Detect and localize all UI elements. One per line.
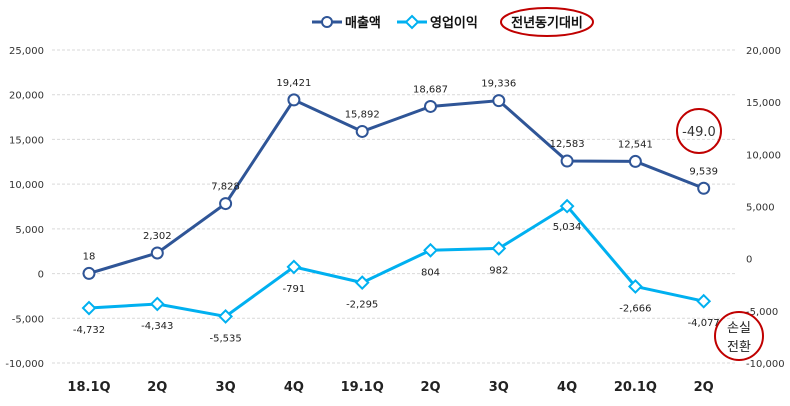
right-tick-label: -10,000 — [746, 359, 785, 370]
category-label: 18.1Q — [67, 380, 110, 395]
data-label-sales: 12,583 — [550, 139, 585, 150]
data-point-sales — [150, 246, 164, 260]
right-tick-label: 0 — [746, 255, 752, 266]
data-label-operating-profit: -2,295 — [346, 300, 378, 311]
series-line-operating-profit — [88, 204, 705, 319]
data-point-operating-profit — [354, 275, 370, 291]
loss-turn-line2: 전환 — [727, 340, 751, 355]
data-point-operating-profit — [491, 241, 507, 256]
data-point-operating-profit — [423, 242, 438, 258]
data-point-sales — [424, 99, 437, 113]
data-label-operating-profit: -4,732 — [73, 325, 105, 336]
left-axis: 25,000 20,000 15,000 10,000 5,000 0 -5,000 -10,… — [5, 46, 44, 370]
data-label-sales: 19,421 — [276, 78, 311, 89]
data-point-sales — [219, 197, 233, 211]
data-label-operating-profit: 5,034 — [553, 222, 582, 233]
left-tick-label: 5,000 — [15, 225, 44, 236]
category-label: 2Q — [147, 380, 167, 395]
data-label-operating-profit: 804 — [421, 267, 440, 278]
data-label-operating-profit: -4,343 — [141, 321, 173, 332]
category-label: 2Q — [694, 380, 714, 395]
data-point-sales — [697, 181, 711, 195]
legend-highlight-oval — [500, 7, 594, 37]
legend-marker-operating-profit — [404, 14, 420, 30]
series-lines: 18 2,302 7,828 19,421 15,892 18,687 19,336 12,5… — [73, 78, 720, 345]
yoy-change-value: -49.0 — [682, 125, 716, 140]
left-tick-label: 0 — [38, 270, 44, 281]
data-point-operating-profit — [559, 198, 575, 214]
series-line-sales — [88, 97, 705, 275]
data-point-sales — [560, 154, 574, 168]
yoy-change-circle — [676, 108, 722, 154]
data-label-sales: 9,539 — [689, 166, 718, 177]
data-label-operating-profit: -4,077 — [688, 318, 720, 329]
data-label-sales: 15,892 — [345, 109, 380, 120]
left-tick-label: 15,000 — [9, 135, 44, 146]
left-tick-label: 25,000 — [9, 46, 44, 57]
legend-label-sales: 매출액 — [345, 15, 381, 31]
left-tick-label: 20,000 — [9, 91, 44, 102]
left-tick-label: -5,000 — [12, 314, 44, 325]
legend: 매출액 영업이익 전년동기대비 — [312, 7, 594, 37]
data-label-operating-profit: -5,535 — [209, 333, 241, 344]
data-point-sales — [492, 94, 506, 108]
data-label-sales: 18 — [83, 251, 96, 262]
right-tick-label: 20,000 — [746, 46, 781, 57]
right-axis: 20,000 15,000 10,000 5,000 0 -5,000 -10,000 — [746, 46, 785, 370]
data-point-operating-profit — [149, 296, 165, 312]
data-point-sales — [355, 124, 369, 138]
category-label: 20.1Q — [614, 380, 657, 395]
data-point-operating-profit — [81, 300, 97, 316]
data-label-sales: 18,687 — [413, 84, 448, 95]
data-point-operating-profit — [218, 309, 234, 324]
data-label-sales: 19,336 — [481, 79, 516, 90]
category-label: 3Q — [216, 380, 236, 395]
data-point-operating-profit — [286, 259, 302, 275]
data-point-operating-profit — [696, 293, 712, 309]
data-point-sales — [287, 93, 301, 107]
category-label: 4Q — [557, 380, 577, 395]
right-tick-label: -5,000 — [746, 307, 778, 318]
data-point-sales — [628, 154, 642, 168]
data-label-sales: 12,541 — [618, 139, 653, 150]
legend-yoy-label: 전년동기대비 — [511, 15, 583, 31]
loss-turn-circle — [714, 311, 764, 361]
category-label: 2Q — [420, 380, 440, 395]
legend-marker-sales — [321, 16, 333, 28]
left-tick-label: 10,000 — [9, 180, 44, 191]
category-label: 3Q — [489, 380, 509, 395]
x-axis: 18.1Q 2Q 3Q 4Q 19.1Q 2Q 3Q 4Q 20.1Q 2Q — [67, 380, 713, 395]
data-label-sales: 2,302 — [143, 231, 172, 242]
gridlines — [52, 49, 735, 364]
data-point-sales — [82, 266, 96, 280]
legend-label-operating-profit: 영업이익 — [430, 15, 478, 31]
right-tick-label: 15,000 — [746, 98, 781, 109]
data-label-operating-profit: -791 — [283, 284, 306, 295]
data-point-operating-profit — [627, 279, 643, 294]
data-label-operating-profit: 982 — [489, 265, 508, 276]
data-label-operating-profit: -2,666 — [619, 303, 651, 314]
data-label-sales: 7,828 — [211, 182, 240, 193]
category-label: 4Q — [284, 380, 304, 395]
category-label: 19.1Q — [341, 380, 384, 395]
right-tick-label: 10,000 — [746, 150, 781, 161]
right-tick-label: 5,000 — [746, 203, 775, 214]
loss-turn-line1: 손실 — [727, 321, 751, 336]
left-tick-label: -10,000 — [5, 359, 44, 370]
